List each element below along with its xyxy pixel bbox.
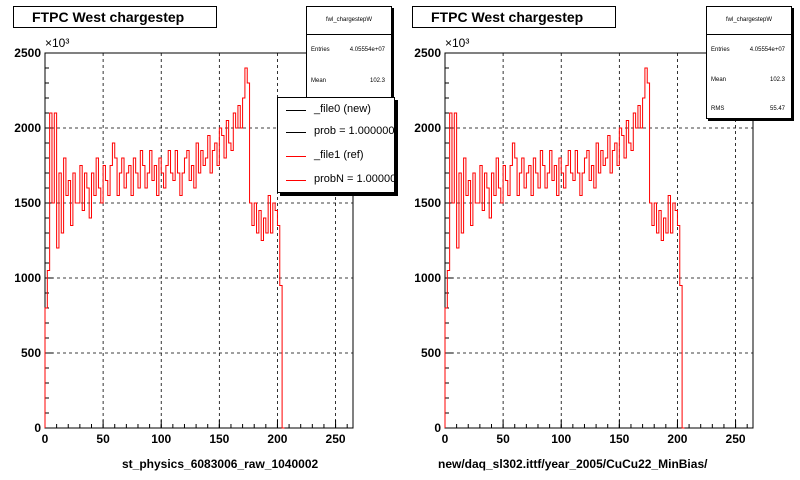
left-stats-box: fwl_chargestepW Entries 4.05554e+07 Mean… bbox=[306, 6, 392, 106]
left-y-tick-label: 500 bbox=[21, 346, 41, 360]
stats-value: 4.05554e+07 bbox=[349, 47, 385, 53]
left-y-tick-label: 2000 bbox=[14, 121, 41, 135]
stats-value: 102.3 bbox=[369, 78, 385, 84]
right-stats-mean: Mean 102.3 bbox=[711, 77, 785, 83]
right-y-multiplier: ×10³ bbox=[445, 36, 469, 50]
left-y-tick-label: 1000 bbox=[14, 271, 41, 285]
legend-item-file1: _file1 (ref) bbox=[278, 148, 394, 164]
stats-label: RMS bbox=[711, 106, 725, 112]
right-x-tick-label: 200 bbox=[667, 432, 687, 446]
stats-label: Entries bbox=[311, 47, 330, 53]
right-chart-title: FTPC West chargestep bbox=[412, 6, 616, 28]
legend-label: _file1 (ref) bbox=[314, 149, 364, 161]
stats-label: Entries bbox=[711, 47, 730, 53]
left-stats-name: fwl_chargestepW bbox=[307, 7, 391, 35]
right-y-tick-label: 1000 bbox=[414, 271, 441, 285]
right-y-tick-label: 2000 bbox=[414, 121, 441, 135]
right-x-tick-label: 150 bbox=[609, 432, 629, 446]
legend-item-prob: prob = 1.000000 bbox=[278, 124, 395, 140]
right-y-tick-label: 500 bbox=[421, 346, 441, 360]
legend-label: _file0 (new) bbox=[314, 103, 371, 115]
left-stats-mean: Mean 102.3 bbox=[311, 78, 385, 84]
right-x-axis-title: new/daq_sl302.ittf/year_2005/CuCu22_MinB… bbox=[438, 457, 708, 471]
right-stats-box: fwl_chargestepW Entries 4.05554e+07 Mean… bbox=[706, 6, 792, 119]
legend-swatch bbox=[286, 180, 306, 181]
legend-swatch bbox=[286, 110, 306, 111]
left-chart-title: FTPC West chargestep bbox=[13, 6, 217, 28]
right-x-tick-label: 0 bbox=[442, 432, 449, 446]
stats-value: 4.05554e+07 bbox=[749, 47, 785, 53]
left-legend: _file0 (new) prob = 1.000000 _file1 (ref… bbox=[277, 97, 395, 193]
right-series-line-0 bbox=[444, 67, 685, 429]
stats-value: 55.47 bbox=[769, 106, 785, 112]
right-y-tick-label: 0 bbox=[434, 421, 441, 435]
left-y-multiplier: ×10³ bbox=[45, 36, 69, 50]
right-x-tick-label: 250 bbox=[726, 432, 746, 446]
left-series-line-0 bbox=[44, 67, 285, 429]
right-stats-entries: Entries 4.05554e+07 bbox=[711, 47, 785, 53]
legend-item-file0: _file0 (new) bbox=[278, 102, 394, 118]
left-x-tick-label: 200 bbox=[267, 432, 287, 446]
left-y-tick-label: 2500 bbox=[14, 46, 41, 60]
legend-swatch bbox=[286, 132, 306, 133]
right-stats-rms: RMS 55.47 bbox=[711, 106, 785, 112]
right-plot-frame bbox=[444, 52, 754, 429]
left-y-tick-label: 1500 bbox=[14, 196, 41, 210]
right-x-tick-label: 100 bbox=[551, 432, 571, 446]
stats-label: Mean bbox=[311, 78, 327, 84]
right-y-tick-label: 2500 bbox=[414, 46, 441, 60]
right-stats-name: fwl_chargestepW bbox=[707, 7, 791, 35]
left-x-tick-label: 100 bbox=[151, 432, 171, 446]
left-x-tick-label: 0 bbox=[42, 432, 49, 446]
legend-swatch bbox=[286, 156, 306, 157]
left-y-tick-label: 0 bbox=[34, 421, 41, 435]
left-x-tick-label: 50 bbox=[96, 432, 110, 446]
stats-value: 102.3 bbox=[769, 77, 785, 83]
right-x-tick-label: 50 bbox=[496, 432, 510, 446]
legend-label: probN = 1.000000 bbox=[314, 173, 395, 185]
left-x-tick-label: 250 bbox=[326, 432, 346, 446]
left-x-tick-label: 150 bbox=[209, 432, 229, 446]
legend-label: prob = 1.000000 bbox=[314, 125, 395, 137]
left-x-axis-title: st_physics_6083006_raw_1040002 bbox=[122, 457, 319, 471]
left-stats-entries: Entries 4.05554e+07 bbox=[311, 47, 385, 53]
right-y-tick-label: 1500 bbox=[414, 196, 441, 210]
stats-label: Mean bbox=[711, 77, 727, 83]
legend-item-probN: probN = 1.000000 bbox=[278, 172, 395, 188]
